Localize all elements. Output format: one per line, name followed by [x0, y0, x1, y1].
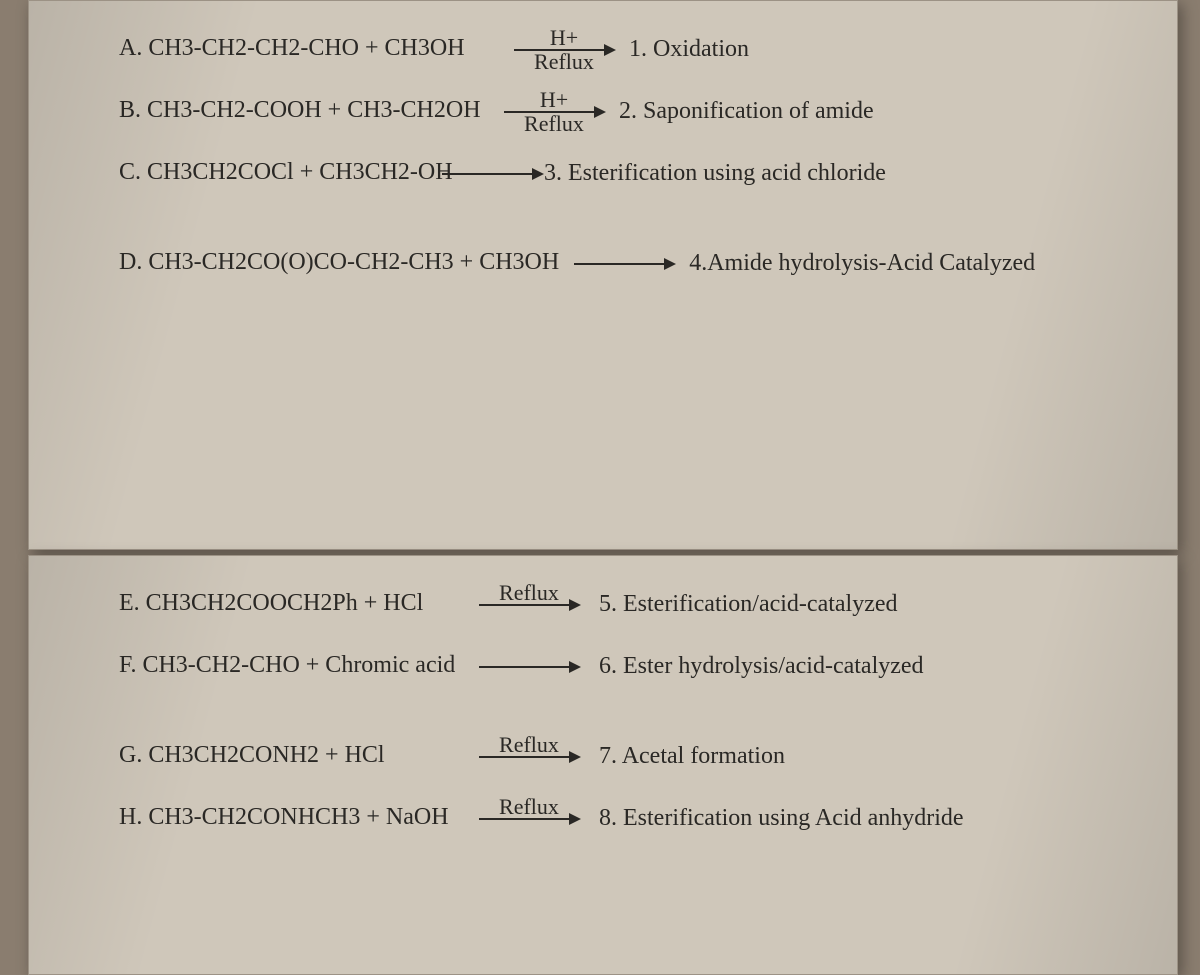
reactants: H. CH3-CH2CONHCH3 + NaOH	[119, 790, 459, 834]
arrow-icon	[504, 111, 604, 113]
reaction-number: 7	[599, 743, 611, 769]
arrow-top-label: Reflux	[499, 734, 559, 756]
arrow-bottom-label: Reflux	[524, 113, 584, 135]
reaction-number: 8	[599, 805, 611, 831]
question-row: C. CH3CH2COCl + CH3CH2-OH 3. Esterificat…	[119, 145, 1147, 197]
paper-top: A. CH3-CH2-CH2-CHO + CH3OH H+ Reflux 1. …	[28, 0, 1178, 550]
reaction-arrow	[559, 235, 689, 287]
reactants: G. CH3CH2CONH2 + HCl	[119, 728, 459, 772]
reactants: D. CH3-CH2CO(O)CO-CH2-CH3 + CH3OH	[119, 235, 559, 279]
reaction-name: Acetal formation	[622, 743, 785, 769]
reaction-name: Saponification of amide	[643, 98, 874, 124]
question-letter: A	[119, 35, 136, 61]
reaction-type: 5. Esterification/acid-catalyzed	[599, 576, 1147, 624]
reaction-number: 4	[689, 250, 701, 276]
reaction-name: Esterification/acid-catalyzed	[623, 591, 898, 617]
question-letter: D	[119, 249, 136, 275]
question-row: G. CH3CH2CONH2 + HCl Reflux 7. Acetal fo…	[119, 728, 1147, 780]
reaction-name: Esterification using Acid anhydride	[623, 805, 964, 831]
reaction-name: Amide hydrolysis-Acid Catalyzed	[707, 250, 1035, 276]
reaction-number: 3	[544, 160, 556, 186]
arrow-icon	[479, 756, 579, 758]
paper-bottom: E. CH3CH2COOCH2Ph + HCl Reflux 5. Esteri…	[28, 555, 1178, 975]
question-row: D. CH3-CH2CO(O)CO-CH2-CH3 + CH3OH 4.Amid…	[119, 235, 1147, 287]
question-letter: E	[119, 590, 134, 616]
reaction-name: Oxidation	[653, 36, 749, 62]
question-row: B. CH3-CH2-COOH + CH3-CH2OH H+ Reflux 2.…	[119, 83, 1147, 135]
reaction-type: 7. Acetal formation	[599, 728, 1147, 776]
reaction-number: 5	[599, 591, 611, 617]
reaction-number: 1	[629, 36, 641, 62]
arrow-top-label: Reflux	[499, 796, 559, 818]
reactants: C. CH3CH2COCl + CH3CH2-OH	[119, 145, 439, 189]
reactants-text: CH3CH2CONH2 + HCl	[148, 742, 384, 768]
arrow-top-label: H+	[550, 27, 578, 49]
arrow-icon	[479, 666, 579, 668]
question-letter: G	[119, 742, 136, 768]
question-row: F. CH3-CH2-CHO + Chromic acid 6. Ester h…	[119, 638, 1147, 690]
reactants-text: CH3-CH2CO(O)CO-CH2-CH3 + CH3OH	[148, 249, 559, 275]
reaction-type: 6. Ester hydrolysis/acid-catalyzed	[599, 638, 1147, 686]
arrow-icon	[574, 263, 674, 265]
reactants-text: CH3CH2COCl + CH3CH2-OH	[147, 159, 453, 185]
reactants-text: CH3CH2COOCH2Ph + HCl	[146, 590, 424, 616]
reaction-type: 2. Saponification of amide	[619, 83, 1147, 131]
reaction-arrow: Reflux	[459, 576, 599, 628]
reaction-number: 2	[619, 98, 631, 124]
reactants-text: CH3-CH2-CH2-CHO + CH3OH	[148, 35, 464, 61]
arrow-icon	[442, 173, 542, 175]
arrow-bottom-label: Reflux	[534, 51, 594, 73]
reactants: B. CH3-CH2-COOH + CH3-CH2OH	[119, 83, 489, 127]
reaction-name: Ester hydrolysis/acid-catalyzed	[623, 653, 924, 679]
arrow-icon	[479, 604, 579, 606]
question-letter: H	[119, 804, 136, 830]
question-letter: F	[119, 652, 130, 678]
arrow-icon	[514, 49, 614, 51]
question-row: E. CH3CH2COOCH2Ph + HCl Reflux 5. Esteri…	[119, 576, 1147, 628]
arrow-top-label: Reflux	[499, 582, 559, 604]
reactants-text: CH3-CH2-COOH + CH3-CH2OH	[147, 97, 481, 123]
arrow-icon	[479, 818, 579, 820]
reaction-arrow	[439, 145, 544, 197]
reactants-text: CH3-CH2-CHO + Chromic acid	[142, 652, 455, 678]
reaction-arrow: Reflux	[459, 728, 599, 780]
arrow-top-label: H+	[540, 89, 568, 111]
question-row: H. CH3-CH2CONHCH3 + NaOH Reflux 8. Ester…	[119, 790, 1147, 842]
question-letter: C	[119, 159, 135, 185]
question-row: A. CH3-CH2-CH2-CHO + CH3OH H+ Reflux 1. …	[119, 21, 1147, 73]
reaction-arrow: H+ Reflux	[499, 21, 629, 73]
reactants: E. CH3CH2COOCH2Ph + HCl	[119, 576, 459, 620]
question-letter: B	[119, 97, 135, 123]
reaction-arrow: Reflux	[459, 790, 599, 842]
reaction-type: 3. Esterification using acid chloride	[544, 145, 1147, 193]
reactants-text: CH3-CH2CONHCH3 + NaOH	[148, 804, 448, 830]
reaction-arrow: H+ Reflux	[489, 83, 619, 135]
reaction-type: 4.Amide hydrolysis-Acid Catalyzed	[689, 235, 1147, 283]
reaction-type: 8. Esterification using Acid anhydride	[599, 790, 1147, 838]
reactants: F. CH3-CH2-CHO + Chromic acid	[119, 638, 459, 682]
reaction-type: 1. Oxidation	[629, 21, 1147, 69]
reaction-number: 6	[599, 653, 611, 679]
reaction-arrow	[459, 638, 599, 690]
reaction-name: Esterification using acid chloride	[568, 160, 886, 186]
reactants: A. CH3-CH2-CH2-CHO + CH3OH	[119, 21, 499, 65]
